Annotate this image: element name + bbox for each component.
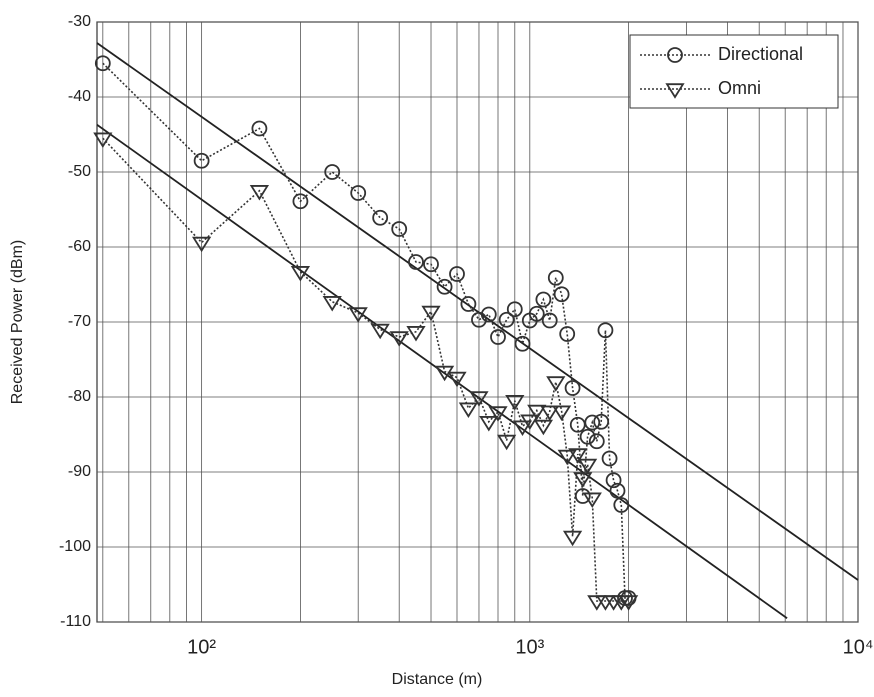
marker <box>93 132 113 148</box>
x-tick-label: 10³ <box>515 636 544 658</box>
marker <box>541 312 558 329</box>
marker <box>324 164 341 180</box>
marker <box>559 326 576 342</box>
marker <box>665 83 685 99</box>
marker <box>557 449 577 466</box>
marker <box>191 236 212 253</box>
y-tick-label: -60 <box>68 238 91 255</box>
marker <box>547 269 564 286</box>
marker <box>94 55 111 72</box>
y-tick-label: -110 <box>60 613 91 630</box>
x-axis-label: Distance (m) <box>392 671 483 688</box>
marker <box>471 311 487 328</box>
marker <box>391 221 408 237</box>
marker <box>535 291 552 308</box>
marker <box>505 395 525 411</box>
marker <box>546 376 566 392</box>
marker <box>564 380 581 396</box>
marker <box>573 472 593 488</box>
marker <box>512 420 533 436</box>
y-tick-label: -70 <box>68 313 91 330</box>
y-tick-label: -90 <box>68 463 91 480</box>
marker <box>488 406 508 422</box>
marker <box>582 492 602 508</box>
marker <box>389 331 409 347</box>
y-tick-label: -80 <box>68 388 91 405</box>
legend-label: Omni <box>718 78 761 98</box>
fit-line <box>96 124 788 619</box>
marker <box>506 301 523 318</box>
marker <box>370 323 390 340</box>
y-tick-label: -50 <box>68 163 91 180</box>
marker <box>520 414 540 430</box>
marker <box>460 296 477 312</box>
marker <box>553 286 570 303</box>
y-tick-label: -30 <box>68 13 91 30</box>
marker <box>497 434 517 451</box>
marker <box>588 433 605 450</box>
legend-label: Directional <box>718 44 803 64</box>
marker <box>605 472 622 489</box>
marker <box>348 307 368 323</box>
marker <box>618 595 639 611</box>
marker <box>251 120 268 137</box>
marker <box>423 256 439 273</box>
marker <box>562 530 583 547</box>
marker <box>527 404 547 421</box>
legend-box <box>629 34 839 109</box>
x-tick-label: 10² <box>187 636 216 658</box>
marker <box>568 448 588 464</box>
marker <box>601 450 618 467</box>
marker <box>528 305 545 322</box>
fit-line <box>96 42 859 581</box>
marker <box>667 47 683 63</box>
marker <box>372 209 389 226</box>
marker <box>350 185 367 201</box>
marker <box>290 266 311 282</box>
marker <box>579 428 596 445</box>
marker <box>514 335 531 352</box>
marker <box>421 305 441 322</box>
marker <box>436 278 453 295</box>
marker <box>322 296 342 312</box>
y-axis-label: Received Power (dBm) <box>9 240 26 405</box>
marker <box>193 152 210 169</box>
x-tick-label: 10⁴ <box>843 636 874 658</box>
marker <box>449 266 465 282</box>
marker <box>490 329 506 345</box>
marker <box>609 482 626 499</box>
y-tick-label: -40 <box>68 88 91 105</box>
marker <box>447 371 467 388</box>
marker <box>408 254 424 270</box>
marker <box>574 488 591 504</box>
y-tick-label: -100 <box>59 538 91 555</box>
marker <box>458 402 479 418</box>
marker <box>469 391 489 407</box>
marker <box>540 405 560 421</box>
marker <box>584 414 601 431</box>
marker <box>551 405 572 421</box>
marker <box>593 413 610 430</box>
marker <box>597 322 614 339</box>
marker <box>498 311 515 328</box>
marker <box>533 419 554 436</box>
marker <box>479 416 499 432</box>
marker <box>406 326 426 342</box>
marker <box>480 306 497 323</box>
marker <box>577 458 598 475</box>
series-line <box>102 62 629 599</box>
marker <box>292 193 309 210</box>
marker <box>613 497 630 513</box>
marker <box>249 185 270 201</box>
